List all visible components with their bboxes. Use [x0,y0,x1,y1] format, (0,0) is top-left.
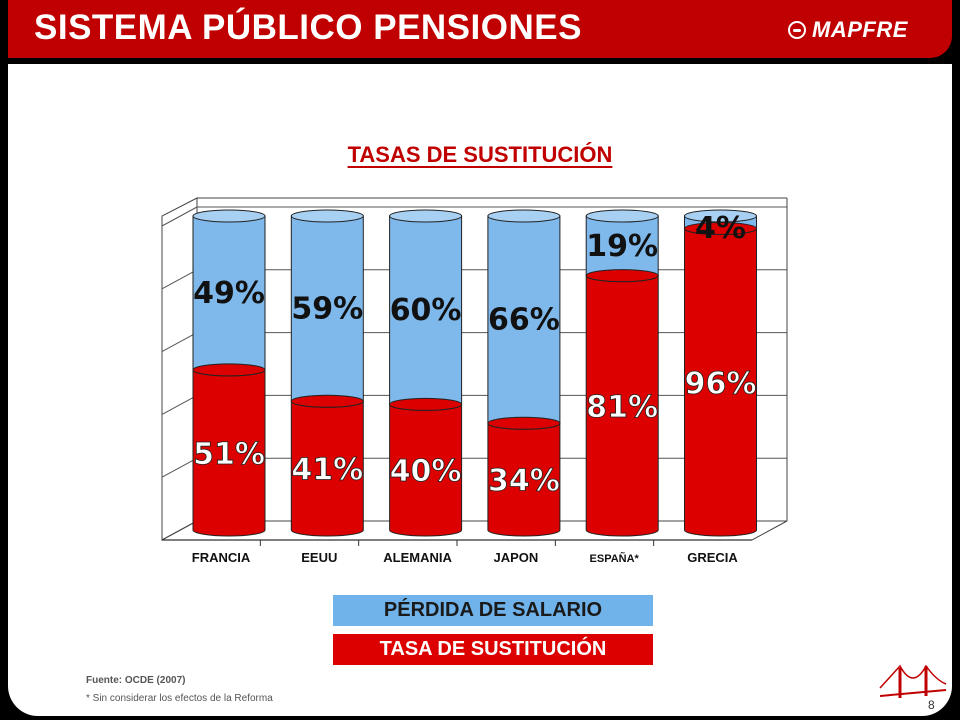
label-tasa-1: 41% [291,453,363,488]
bar-tasa-4 [585,275,659,537]
label-perdida-4: 19% [586,229,658,264]
label-perdida-5: 4% [695,211,746,246]
bar-tasa-5 [684,228,757,537]
label-perdida-0: 49% [193,276,265,311]
bar-split-cap [389,397,463,411]
label-tasa-0: 51% [193,437,265,472]
label-tasa-2: 40% [390,454,462,489]
bar-top-cap [585,209,659,223]
chart-title: TASAS DE SUSTITUCIÓN [347,142,613,167]
gridline-side [161,394,198,415]
label-tasa-4: 81% [586,390,658,425]
category-label-2: ALEMANIA [383,550,452,565]
bar-tasa-1 [290,400,364,537]
category-label-1: EEUU [301,550,337,565]
bar-split-cap [684,222,757,236]
gridline-side [161,206,198,227]
bar-split-cap [192,363,266,377]
gridline-side [161,457,198,478]
bar-top-cap [389,209,463,223]
label-perdida-3: 66% [488,303,560,338]
category-label-3: JAPON [494,550,539,565]
gridline-side [161,332,198,353]
reform-note: * Sin considerar los efectos de la Refor… [86,693,273,704]
bar-top-cap [290,209,364,223]
label-perdida-2: 60% [390,293,462,328]
legend-tasa: TASA DE SUSTITUCIÓN [333,634,653,665]
bar-split-cap [585,269,659,283]
bar-tasa-0 [192,369,266,537]
label-tasa-3: 34% [488,464,560,499]
bar-split-cap [487,416,561,430]
label-tasa-5: 96% [685,366,757,401]
category-label-4: ESPAÑA* [590,552,640,565]
logo-text: MAPFRE [812,17,908,42]
mapfre-logo: MAPFRE [788,17,908,43]
page-number: 8 [928,698,935,712]
gridline-side [161,269,198,290]
bar-top-cap [487,209,561,223]
logo-emblem-icon [788,21,806,39]
category-label-0: FRANCIA [192,550,251,565]
label-perdida-1: 59% [291,292,363,327]
bar-top-cap [192,209,266,223]
bar-top-cap [684,209,757,223]
bar-tasa-2 [389,403,463,537]
page-title: SISTEMA PÚBLICO PENSIONES [34,8,582,47]
bar-split-cap [290,394,364,408]
category-label-5: GRECIA [687,550,738,565]
chart-title-wrap: TASAS DE SUSTITUCIÓN [0,142,960,168]
side-wall [161,197,198,541]
source-note: Fuente: OCDE (2007) [86,675,186,686]
bridge-logo-icon [879,664,947,698]
legend-perdida: PÉRDIDA DE SALARIO [333,595,653,626]
bar-tasa-3 [487,422,561,537]
